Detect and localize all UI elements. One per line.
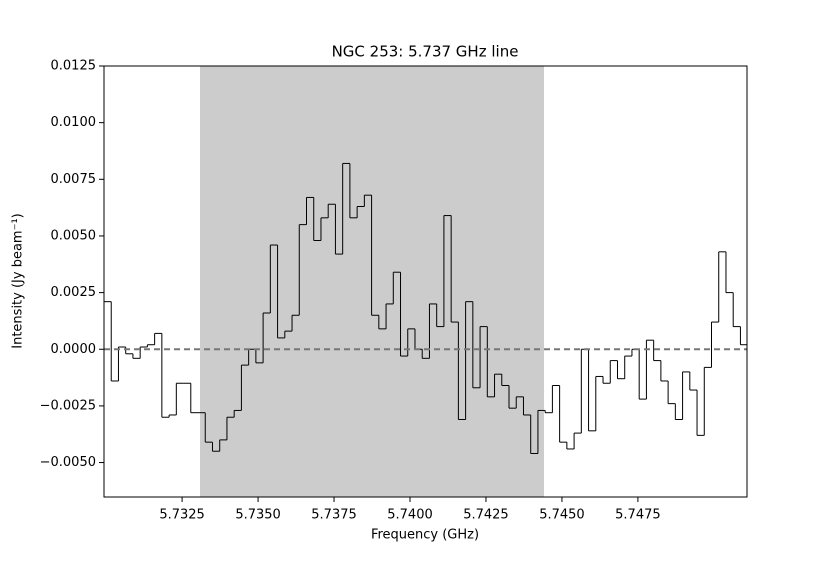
x-tick-label: 5.7350	[235, 508, 281, 523]
x-tick-label: 5.7375	[311, 508, 357, 523]
x-tick-label: 5.7325	[159, 508, 205, 523]
y-tick-label: 0.0100	[51, 115, 97, 130]
x-tick-label: 5.7400	[387, 508, 433, 523]
y-tick-label: −0.0025	[40, 398, 96, 413]
step-risers	[110, 163, 741, 454]
y-tick-label: 0.0075	[51, 172, 97, 187]
y-tick-label: 0.0025	[51, 285, 97, 300]
x-tick-label: 5.7475	[615, 508, 661, 523]
y-tick-label: 0.0000	[51, 342, 97, 357]
y-axis-label: Intensity (Jy beam⁻¹)	[11, 213, 26, 348]
x-tick-label: 5.7425	[463, 508, 509, 523]
chart-title: NGC 253: 5.737 GHz line	[332, 43, 519, 61]
plot-area	[104, 66, 747, 497]
axes-frame	[103, 65, 748, 498]
y-tick-label: −0.0050	[40, 455, 96, 470]
y-tick-label: 0.0050	[51, 228, 97, 243]
y-tick-label: 0.0125	[51, 59, 97, 74]
x-axis-label: Frequency (GHz)	[371, 528, 479, 543]
x-tick-label: 5.7450	[539, 508, 585, 523]
